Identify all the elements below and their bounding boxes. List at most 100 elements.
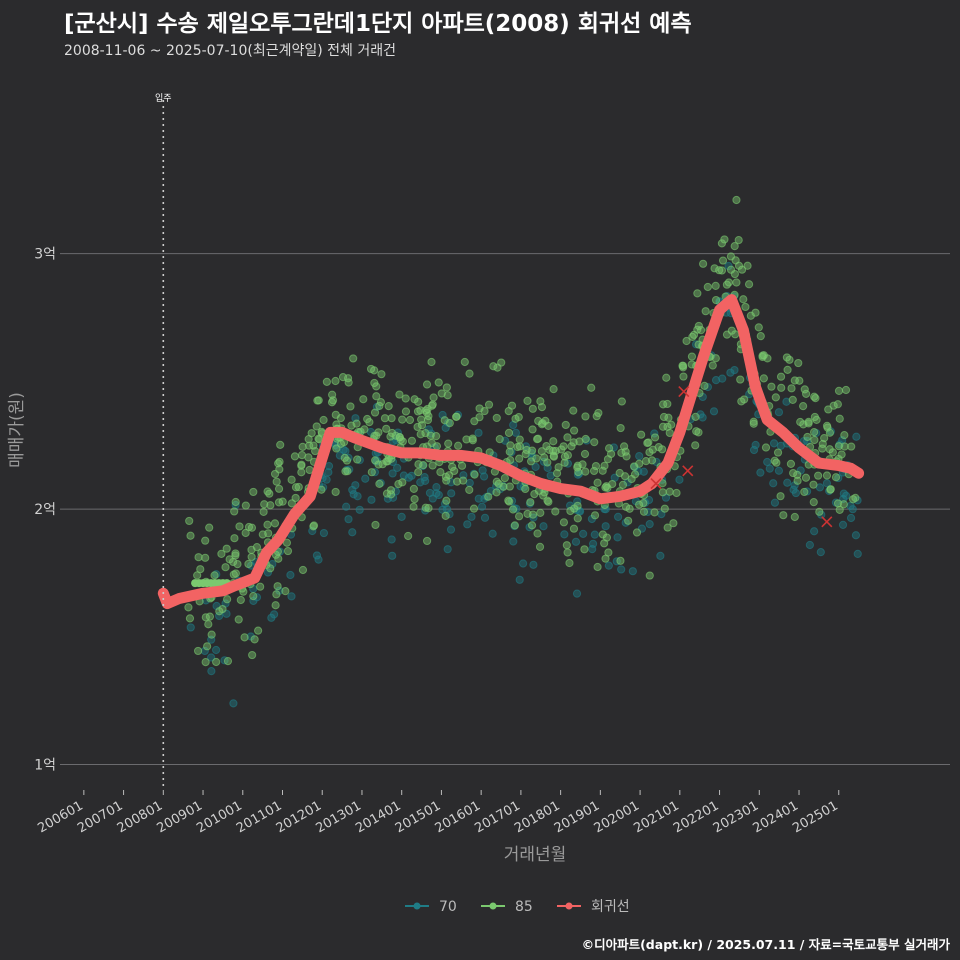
scatter-point-85 xyxy=(521,484,530,494)
scatter-point-85 xyxy=(831,473,841,482)
scatter-point-70 xyxy=(269,610,279,619)
scatter-point-85 xyxy=(510,521,519,530)
chart-title: [군산시] 수송 제일오투그란데1단지 아파트(2008) 회귀선 예측 xyxy=(64,11,692,37)
scatter-point-85 xyxy=(663,399,672,409)
source-caption: ©디아파트(dapt.kr) / 2025.07.11 / 자료=국토교통부 실… xyxy=(581,937,950,952)
scatter-point-85 xyxy=(573,461,582,470)
scatter-point-85 xyxy=(779,511,788,520)
scatter-point-85 xyxy=(221,563,230,572)
scatter-point-85 xyxy=(800,385,809,394)
scatter-point-85 xyxy=(427,357,436,367)
scatter-point-85 xyxy=(543,458,552,467)
scatter-point-70 xyxy=(656,551,665,560)
scatter-point-70 xyxy=(639,467,648,476)
scatter-point-85 xyxy=(394,480,403,489)
scatter-point-85 xyxy=(593,478,602,487)
legend-label: 70 xyxy=(439,899,457,915)
scatter-point-85 xyxy=(429,393,438,402)
scatter-point-85 xyxy=(409,484,418,493)
scatter-point-85 xyxy=(240,633,249,642)
scatter-point-85 xyxy=(515,442,525,451)
scatter-point-85 xyxy=(647,456,657,465)
legend-label: 85 xyxy=(515,899,533,915)
scatter-point-85 xyxy=(370,366,379,375)
scatter-point-85 xyxy=(692,427,701,436)
scatter-point-70 xyxy=(416,478,425,487)
scatter-point-70 xyxy=(509,537,518,546)
scatter-point-85 xyxy=(332,444,341,453)
scatter-point-85 xyxy=(696,326,706,335)
scatter-point-85 xyxy=(650,508,659,517)
scatter-point-85 xyxy=(756,332,765,341)
scatter-point-85 xyxy=(643,438,652,448)
scatter-point-85 xyxy=(521,449,530,459)
scatter-point-70 xyxy=(783,478,792,487)
scatter-point-85 xyxy=(608,479,617,489)
scatter-point-85 xyxy=(551,507,560,516)
scatter-point-85 xyxy=(847,442,856,451)
scatter-point-85 xyxy=(701,307,710,316)
legend: 70 85 회귀선 xyxy=(405,899,630,915)
scatter-point-85 xyxy=(718,256,728,265)
scatter-point-70 xyxy=(601,522,610,531)
scatter-point-85 xyxy=(230,507,239,516)
scatter-point-85 xyxy=(514,413,523,422)
scatter-point-85 xyxy=(398,437,407,446)
scatter-point-85 xyxy=(493,363,502,372)
scatter-point-85 xyxy=(624,516,633,525)
scatter-point-85 xyxy=(405,415,415,425)
scatter-point-70 xyxy=(529,560,538,569)
scatter-point-85 xyxy=(506,456,515,465)
scatter-point-85 xyxy=(282,538,292,547)
scatter-point-85 xyxy=(504,428,514,438)
scatter-point-70 xyxy=(388,551,397,560)
scatter-point-70 xyxy=(263,568,273,577)
scatter-point-85 xyxy=(276,440,285,449)
scatter-point-85 xyxy=(375,479,384,488)
scatter-point-85 xyxy=(294,482,303,492)
scatter-point-85 xyxy=(616,423,625,433)
scatter-point-85 xyxy=(532,435,542,444)
scatter-point-70 xyxy=(344,515,353,524)
scatter-point-85 xyxy=(732,195,741,205)
scatter-point-85 xyxy=(468,434,477,443)
scatter-point-85 xyxy=(563,433,572,442)
scatter-point-85 xyxy=(401,407,411,416)
scatter-points xyxy=(184,195,862,708)
scatter-point-85 xyxy=(222,544,231,553)
scatter-point-85 xyxy=(574,467,583,477)
scatter-point-85 xyxy=(515,512,524,521)
scatter-point-85 xyxy=(526,498,535,507)
scatter-point-70 xyxy=(529,513,538,522)
scatter-point-70 xyxy=(479,472,489,481)
x-axis-title: 거래년월 xyxy=(504,845,567,865)
scatter-point-85 xyxy=(587,383,596,392)
scatter-point-85 xyxy=(193,646,203,656)
scatter-point-85 xyxy=(444,439,453,448)
scatter-point-85 xyxy=(492,488,501,497)
scatter-point-85 xyxy=(298,442,307,451)
scatter-point-85 xyxy=(703,282,712,292)
scatter-point-85 xyxy=(454,441,463,450)
scatter-point-85 xyxy=(726,252,736,261)
scatter-point-70 xyxy=(848,505,857,514)
scatter-point-85 xyxy=(441,511,450,520)
scatter-point-85 xyxy=(492,413,501,423)
scatter-point-85 xyxy=(457,461,467,470)
grid-lines xyxy=(60,253,950,765)
scatter-point-85 xyxy=(639,498,648,508)
scatter-point-85 xyxy=(281,587,290,596)
scatter-point-70 xyxy=(675,475,684,484)
scatter-point-70 xyxy=(465,478,474,488)
scatter-point-85 xyxy=(569,524,579,533)
y-axis-title: 매매가(원) xyxy=(7,392,27,468)
scatter-point-85 xyxy=(247,523,257,532)
scatter-point-85 xyxy=(776,492,785,501)
scatter-point-85 xyxy=(528,446,537,455)
scatter-point-85 xyxy=(557,445,566,454)
scatter-point-85 xyxy=(185,516,194,526)
scatter-point-70 xyxy=(319,528,329,538)
scatter-point-85 xyxy=(421,503,430,512)
scatter-point-85 xyxy=(580,449,590,459)
scatter-point-85 xyxy=(340,453,349,462)
